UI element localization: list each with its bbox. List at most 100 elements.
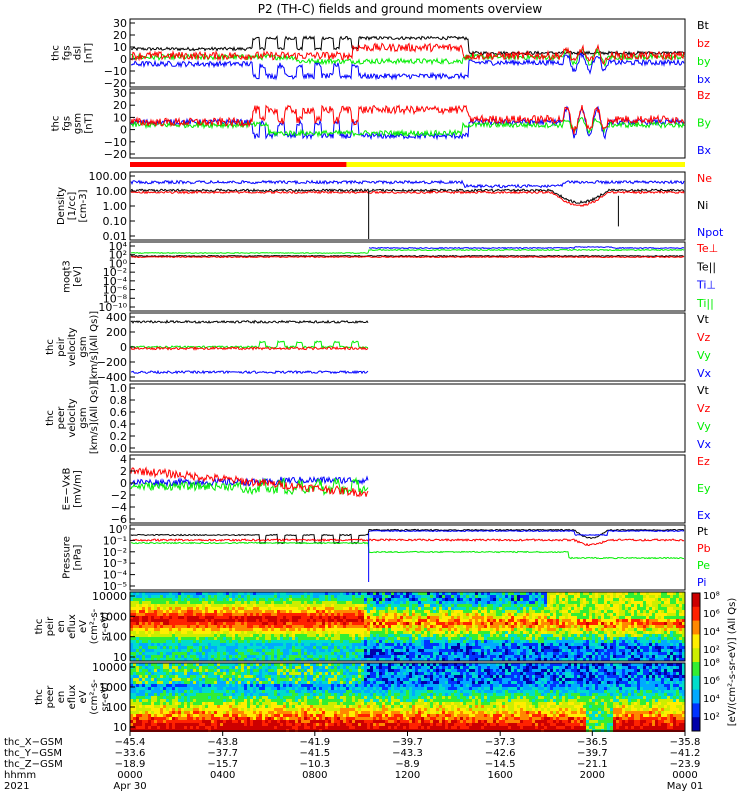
spectrogram-cell xyxy=(310,616,313,619)
spectrogram-cell xyxy=(439,616,442,619)
spectrogram-cell xyxy=(301,613,304,616)
spectrogram-cell xyxy=(586,598,589,601)
spectrogram-cell xyxy=(616,625,619,628)
spectrogram-cell xyxy=(613,649,616,652)
spectrogram-cell xyxy=(442,649,445,652)
spectrogram-cell xyxy=(616,598,619,601)
spectrogram-cell xyxy=(271,640,274,643)
spectrogram-cell xyxy=(628,607,631,610)
spectrogram-cell xyxy=(199,640,202,643)
spectrogram-cell xyxy=(175,666,178,669)
spectrogram-cell xyxy=(244,613,247,616)
spectrogram-cell xyxy=(505,625,508,628)
spectrogram-cell xyxy=(247,637,250,640)
spectrogram-cell xyxy=(226,643,229,646)
spectrogram-cell xyxy=(343,646,346,649)
spectrogram-cell xyxy=(601,622,604,625)
spectrogram-cell xyxy=(436,622,439,625)
spectrogram-cell xyxy=(643,595,646,598)
spectrogram-cell xyxy=(145,598,148,601)
spectrogram-cell xyxy=(619,619,622,622)
spectrogram-cell xyxy=(178,675,181,678)
spectrogram-cell xyxy=(235,628,238,631)
spectrogram-cell xyxy=(175,652,178,655)
spectrogram-cell xyxy=(169,637,172,640)
spectrogram-cell xyxy=(259,619,262,622)
spectrogram-cell xyxy=(562,646,565,649)
spectrogram-cell xyxy=(220,634,223,637)
spectrogram-cell xyxy=(274,646,277,649)
spectrogram-cell xyxy=(247,652,250,655)
spectrogram-cell xyxy=(580,652,583,655)
spectrogram-cell xyxy=(520,628,523,631)
spectrogram-cell xyxy=(157,601,160,604)
spectrogram-cell xyxy=(397,616,400,619)
spectrogram-cell xyxy=(526,652,529,655)
spectrogram-cell xyxy=(307,616,310,619)
spectrogram-cell xyxy=(529,643,532,646)
spectrogram-cell xyxy=(169,646,172,649)
spectrogram-cell xyxy=(187,631,190,634)
spectrogram-cell xyxy=(469,607,472,610)
spectrogram-cell xyxy=(664,604,667,607)
spectrogram-cell xyxy=(364,625,367,628)
spectrogram-cell xyxy=(451,631,454,634)
spectrogram-cell xyxy=(172,687,175,690)
spectrogram-cell xyxy=(316,649,319,652)
spectrogram-cell xyxy=(133,717,136,720)
spectrogram-cell xyxy=(493,634,496,637)
spectrogram-cell xyxy=(667,598,670,601)
spectrogram-cell xyxy=(169,640,172,643)
spectrogram-cell xyxy=(334,631,337,634)
spectrogram-cell xyxy=(370,634,373,637)
spectrogram-cell xyxy=(172,643,175,646)
spectrogram-cell xyxy=(265,655,268,658)
spectrogram-cell xyxy=(649,637,652,640)
spectrogram-cell xyxy=(208,598,211,601)
spectrogram-cell xyxy=(343,640,346,643)
spectrogram-cell xyxy=(391,622,394,625)
spectrogram-cell xyxy=(361,595,364,598)
spectrogram-cell xyxy=(574,601,577,604)
spectrogram-cell xyxy=(520,640,523,643)
spectrogram-cell xyxy=(178,720,181,723)
spectrogram-cell xyxy=(370,643,373,646)
spectrogram-cell xyxy=(193,723,196,726)
spectrogram-cell xyxy=(169,717,172,720)
spectrogram-cell xyxy=(322,622,325,625)
spectrogram-cell xyxy=(598,649,601,652)
spectrogram-cell xyxy=(175,711,178,714)
spectrogram-cell xyxy=(646,649,649,652)
spectrogram-cell xyxy=(214,616,217,619)
y-tick-label: 10.00 xyxy=(96,185,128,198)
spectrogram-cell xyxy=(289,622,292,625)
spectrogram-cell xyxy=(229,625,232,628)
spectrogram-cell xyxy=(541,619,544,622)
spectrogram-cell xyxy=(376,604,379,607)
spectrogram-cell xyxy=(679,637,682,640)
spectrogram-cell xyxy=(310,634,313,637)
spectrogram-cell xyxy=(439,637,442,640)
spectrogram-cell xyxy=(436,595,439,598)
spectrogram-cell xyxy=(355,628,358,631)
spectrogram-cell xyxy=(202,610,205,613)
spectrogram-cell xyxy=(517,616,520,619)
spectrogram-cell xyxy=(382,643,385,646)
spectrogram-cell xyxy=(604,640,607,643)
spectrogram-cell xyxy=(178,702,181,705)
spectrogram-cell xyxy=(193,687,196,690)
spectrogram-cell xyxy=(643,637,646,640)
spectrogram-cell xyxy=(145,693,148,696)
spectrogram-cell xyxy=(544,634,547,637)
spectrogram-cell xyxy=(499,610,502,613)
spectrogram-cell xyxy=(580,595,583,598)
spectrogram-cell xyxy=(175,604,178,607)
spectrogram-cell xyxy=(142,672,145,675)
spectrogram-cell xyxy=(433,622,436,625)
spectrogram-cell xyxy=(313,613,316,616)
spectrogram-cell xyxy=(160,708,163,711)
spectrogram-cell xyxy=(526,646,529,649)
spectrogram-cell xyxy=(307,634,310,637)
spectrogram-cell xyxy=(133,699,136,702)
spectrogram-cell xyxy=(373,610,376,613)
